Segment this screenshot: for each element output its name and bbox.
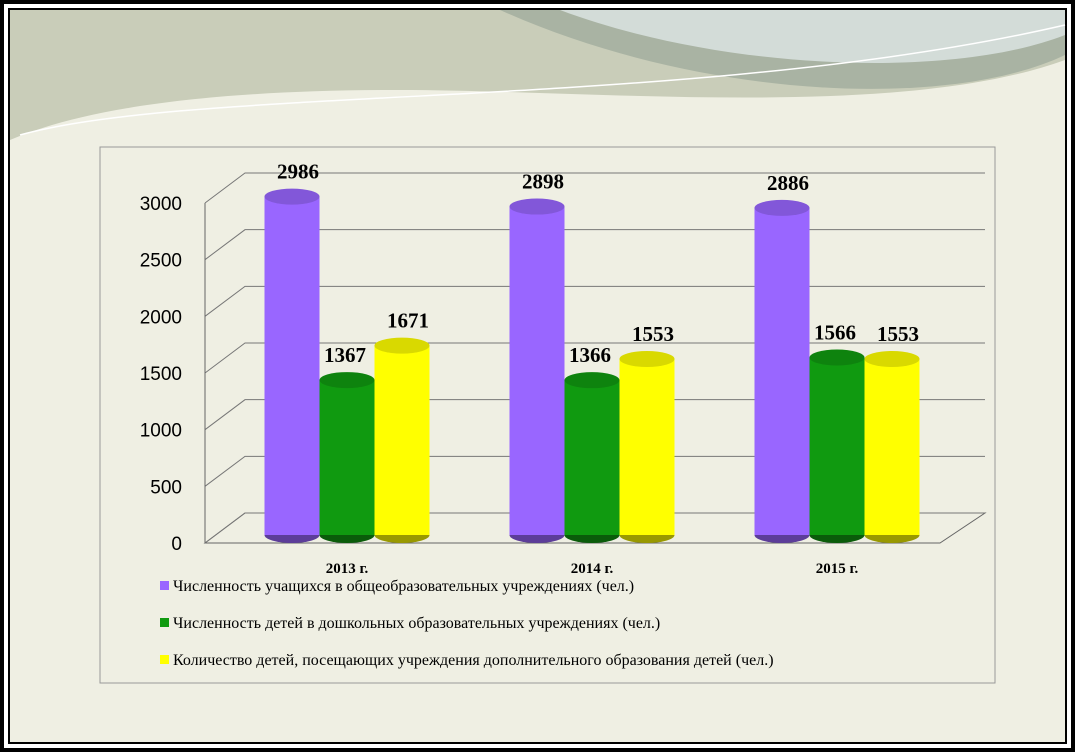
y-tick-label: 1500 [140,364,182,385]
value-label: 1553 [632,322,674,346]
x-tick-label: 2013 г. [326,561,369,577]
bar-cap [264,188,320,205]
bar-cap [564,372,620,389]
legend-label: Численность учащихся в общеобразовательн… [173,578,634,595]
bar [754,207,810,536]
x-tick-label: 2014 г. [571,561,614,577]
grid-line [204,512,985,544]
y-tick-label: 0 [171,534,182,555]
bar-cap [319,372,375,389]
grid-line [204,455,985,487]
bar-cap [374,337,430,354]
value-label: 2986 [277,160,319,184]
value-label: 2886 [767,171,809,195]
legend-label: Количество детей, посещающих учреждения … [173,652,774,669]
bar [264,196,320,535]
y-tick-label: 500 [150,477,182,498]
legend-swatch [160,581,169,590]
bar-cap [809,349,865,366]
bar-cap [754,199,810,216]
x-tick-label: 2015 г. [816,561,859,577]
value-label: 1671 [387,309,429,333]
grid-line [204,285,985,317]
y-tick-label: 3000 [140,194,182,215]
value-label: 1566 [814,321,856,345]
grid-line [204,399,985,431]
value-label: 1553 [877,322,919,346]
bar [509,206,565,535]
bar [864,358,920,535]
grid-line [204,342,985,374]
bar [809,357,865,535]
bar-cap [864,350,920,367]
grid-line [204,229,985,261]
bar [564,380,620,535]
bar-cap [619,350,675,367]
value-label: 1367 [324,343,366,367]
swoosh-line [19,24,1066,136]
bar-cap [509,198,565,215]
grid-line [204,172,985,204]
legend-label: Численность детей в дошкольных образоват… [173,615,660,632]
legend-swatch [160,655,169,664]
value-label: 1366 [569,343,611,367]
bar [319,380,375,535]
y-tick-label: 1000 [140,421,182,442]
y-tick-label: 2000 [140,307,182,328]
y-tick-label: 2500 [140,251,182,272]
bar [619,358,675,535]
legend-swatch [160,618,169,627]
value-label: 2898 [522,170,564,194]
bar [374,345,430,535]
